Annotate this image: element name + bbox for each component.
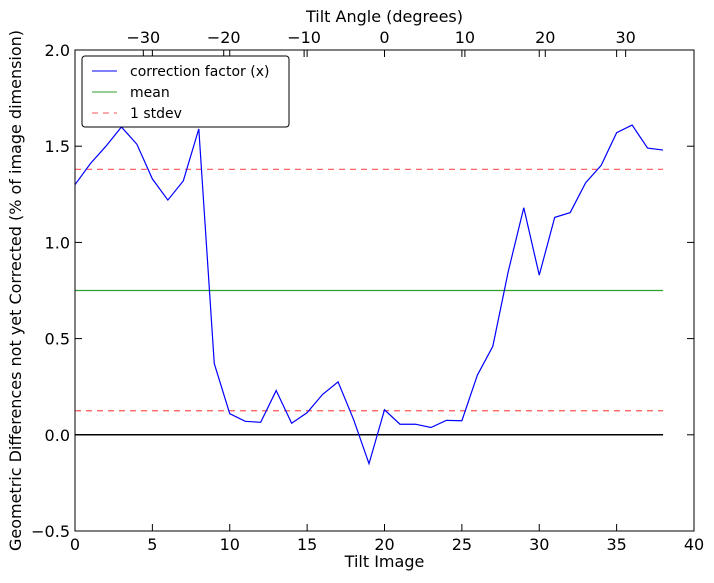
y-tick-label: −0.5 bbox=[31, 522, 70, 541]
data-point bbox=[477, 374, 479, 376]
x-tick-label: 15 bbox=[297, 535, 317, 554]
data-point bbox=[275, 390, 277, 392]
x-tick-label: 5 bbox=[147, 535, 157, 554]
data-point bbox=[198, 128, 200, 130]
legend-label-mean: mean bbox=[130, 85, 170, 101]
data-point bbox=[554, 217, 556, 219]
x-tick-label: 10 bbox=[220, 535, 240, 554]
y-tick-label: 0.5 bbox=[45, 330, 70, 349]
data-point bbox=[600, 165, 602, 167]
data-point bbox=[213, 363, 215, 365]
data-point bbox=[105, 145, 107, 147]
y-tick-label: 0.0 bbox=[45, 426, 70, 445]
x2-tick-label: 10 bbox=[455, 28, 475, 47]
legend-label-correction: correction factor (x) bbox=[130, 64, 269, 80]
y-tick-label: 1.0 bbox=[45, 233, 70, 252]
series-layer bbox=[74, 124, 664, 466]
x2-tick-label: −30 bbox=[126, 28, 160, 47]
x2-axis-label: Tilt Angle (degrees) bbox=[305, 7, 463, 26]
data-point bbox=[430, 427, 432, 429]
data-point bbox=[183, 180, 185, 182]
y-tick-label: 1.5 bbox=[45, 137, 70, 156]
data-point bbox=[229, 413, 231, 415]
data-point bbox=[260, 421, 262, 423]
data-point bbox=[647, 147, 649, 149]
x-axis-label: Tilt Image bbox=[344, 552, 425, 571]
x-tick-label: 40 bbox=[684, 535, 704, 554]
data-point bbox=[585, 182, 587, 184]
data-point bbox=[90, 163, 92, 165]
data-point bbox=[492, 346, 494, 348]
data-point bbox=[569, 212, 571, 214]
x-tick-label: 30 bbox=[529, 535, 549, 554]
x2-tick-label: −10 bbox=[287, 28, 321, 47]
data-point bbox=[461, 420, 463, 422]
data-point bbox=[631, 124, 633, 126]
data-point bbox=[415, 423, 417, 425]
y-axis-label: Geometric Differences not yet Corrected … bbox=[6, 30, 25, 551]
x-tick-label: 25 bbox=[452, 535, 472, 554]
data-point bbox=[337, 381, 339, 383]
x-tick-label: 0 bbox=[70, 535, 80, 554]
data-point bbox=[244, 421, 246, 423]
legend-label-stdev: 1 stdev bbox=[130, 106, 182, 122]
data-point bbox=[662, 149, 664, 151]
x2-tick-label: 30 bbox=[615, 28, 635, 47]
x-tick-label: 20 bbox=[374, 535, 394, 554]
x2-tick-label: 20 bbox=[535, 28, 555, 47]
x-tick-label: 35 bbox=[606, 535, 626, 554]
data-point bbox=[384, 409, 386, 411]
series-line-0 bbox=[74, 124, 664, 466]
x2-tick-label: −20 bbox=[207, 28, 241, 47]
data-point bbox=[152, 178, 154, 180]
data-point bbox=[291, 422, 293, 424]
data-point bbox=[523, 207, 525, 209]
data-point bbox=[167, 199, 169, 201]
y-tick-label: 2.0 bbox=[45, 41, 70, 60]
data-point bbox=[508, 270, 510, 272]
legend: correction factor (x) mean 1 stdev bbox=[81, 55, 290, 128]
tick-layer: 0 5 10 15 20 25 30 35 40 −30 −20 −10 0 10 20 30 −0.5 0.0 0… bbox=[31, 28, 704, 554]
x2-tick-label: 0 bbox=[379, 28, 389, 47]
data-point bbox=[353, 419, 355, 421]
data-point bbox=[399, 423, 401, 425]
data-point bbox=[322, 394, 324, 396]
data-point bbox=[306, 412, 308, 414]
data-point bbox=[136, 143, 138, 145]
data-point bbox=[616, 132, 618, 134]
data-point bbox=[538, 274, 540, 276]
data-point bbox=[446, 420, 448, 422]
data-point bbox=[368, 463, 370, 465]
legend-box bbox=[81, 55, 290, 128]
